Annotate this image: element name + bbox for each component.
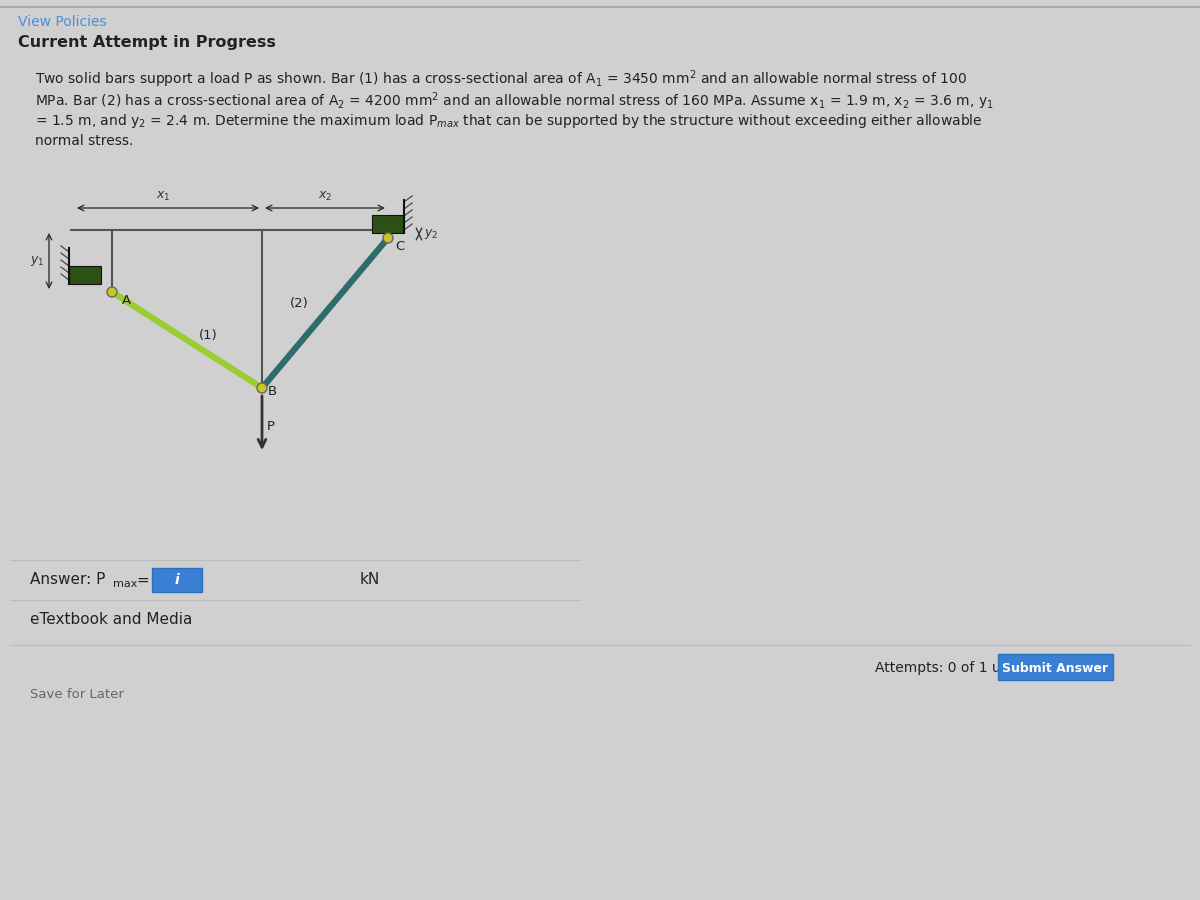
Text: C: C [395,240,404,253]
Bar [372,215,404,233]
Text: =: = [136,572,149,588]
Text: $y_2$: $y_2$ [424,227,438,241]
Text: Two solid bars support a load P as shown. Bar (1) has a cross-sectional area of : Two solid bars support a load P as shown… [35,68,967,90]
Text: Attempts: 0 of 1 used: Attempts: 0 of 1 used [875,661,1025,675]
Text: $x_1$: $x_1$ [156,190,170,203]
Bar [152,568,202,592]
Circle shape [257,383,266,393]
Text: eTextbook and Media: eTextbook and Media [30,613,192,627]
Bar [70,266,101,284]
Text: Answer: P: Answer: P [30,572,106,588]
Text: MPa. Bar (2) has a cross-sectional area of A$_2$ = 4200 mm$^2$ and an allowable : MPa. Bar (2) has a cross-sectional area … [35,90,994,112]
Text: i: i [175,573,179,587]
Text: B: B [268,385,277,398]
Text: = 1.5 m, and y$_2$ = 2.4 m. Determine the maximum load P$_{max}$ that can be sup: = 1.5 m, and y$_2$ = 2.4 m. Determine th… [35,112,983,130]
Text: $x_2$: $x_2$ [318,190,332,203]
Text: Submit Answer: Submit Answer [1002,662,1108,674]
Text: normal stress.: normal stress. [35,134,133,148]
Circle shape [383,233,394,243]
Text: (1): (1) [199,328,217,341]
Text: Save for Later: Save for Later [30,688,124,701]
Text: Current Attempt in Progress: Current Attempt in Progress [18,34,276,50]
Text: $y_1$: $y_1$ [30,254,44,268]
Text: kN: kN [360,572,380,588]
Text: (2): (2) [290,296,308,310]
Bar [998,654,1114,680]
Text: A: A [122,294,131,307]
Text: View Policies: View Policies [18,15,107,29]
Text: P: P [266,419,275,433]
Circle shape [107,287,118,297]
Text: max: max [113,579,137,589]
